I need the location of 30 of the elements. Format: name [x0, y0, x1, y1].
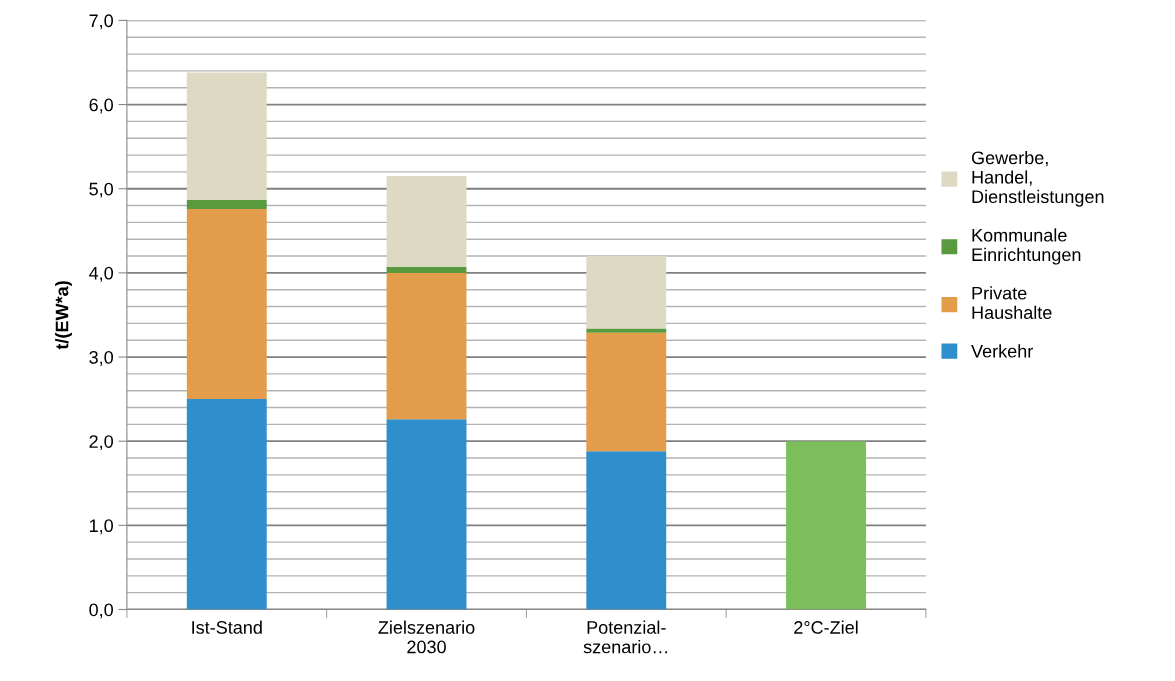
- legend-label: Verkehr: [971, 344, 1033, 358]
- bar: [586, 451, 667, 610]
- y-tick-label: 2,0: [89, 435, 113, 451]
- bar: [186, 399, 267, 610]
- bar: [186, 199, 267, 209]
- x-tick-label: Potenzial- szenario…: [583, 620, 667, 654]
- bar: [386, 419, 467, 610]
- bar: [186, 72, 267, 200]
- y-tick-label: 1,0: [89, 519, 113, 535]
- legend-label: Private Haushalte: [972, 286, 1052, 319]
- x-tick-label: Zielszenario 2030: [378, 620, 475, 654]
- bar: [186, 208, 267, 400]
- bar: [586, 256, 667, 329]
- bar: [586, 328, 667, 333]
- y-axis-title: t/(EW*a): [55, 281, 72, 350]
- y-tick-label: 3,0: [89, 350, 113, 366]
- bar: [786, 441, 866, 610]
- y-tick-label: 0,0: [89, 603, 113, 619]
- bar: [586, 332, 667, 452]
- bar: [386, 267, 467, 273]
- y-tick-label: 6,0: [89, 98, 113, 114]
- y-tick-label: 5,0: [89, 182, 113, 198]
- x-tick-label: 2°C-Ziel: [794, 620, 858, 634]
- bar: [386, 272, 467, 420]
- legend-label: Kommunale Einrichtungen: [972, 228, 1081, 265]
- y-tick-label: 4,0: [89, 266, 113, 282]
- x-tick-label: Ist-Stand: [192, 620, 262, 634]
- y-tick-label: 7,0: [89, 14, 113, 30]
- legend-label: Gewerbe, Handel, Dienstleistungen: [971, 150, 1104, 207]
- bar: [386, 176, 467, 267]
